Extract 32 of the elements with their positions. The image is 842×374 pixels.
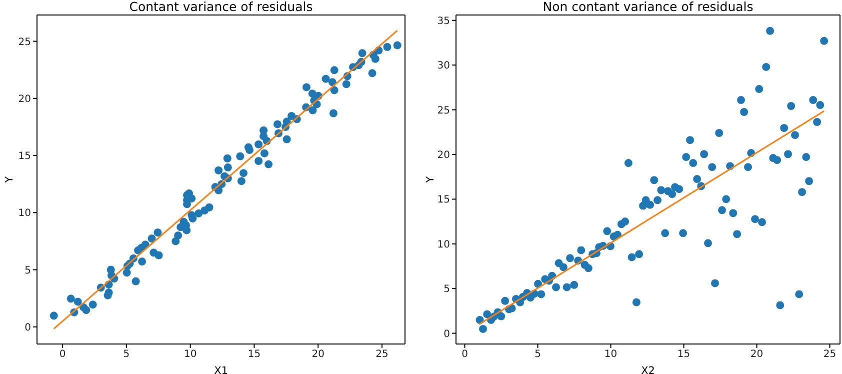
- y-tick-label: 15: [18, 151, 31, 162]
- x-tick-label: 10: [184, 349, 197, 360]
- y-tick-label: 35: [437, 16, 450, 27]
- y-tick-label: 20: [437, 150, 450, 162]
- x-tick-label: 5: [123, 349, 130, 360]
- x-tick-label: 25: [823, 349, 836, 360]
- y-tick-label: 10: [18, 208, 31, 220]
- y-tick-label: 0: [444, 328, 450, 340]
- y-tick-label: 5: [24, 265, 31, 276]
- y-tick-label: 15: [437, 194, 450, 206]
- chart-title: Non contant variance of residuals: [542, 0, 754, 14]
- y-tick-label: 25: [437, 105, 450, 116]
- y-tick-label: 5: [444, 284, 450, 296]
- chart-title: Contant variance of residuals: [128, 0, 314, 14]
- y-tick-label: 10: [437, 239, 450, 250]
- x-tick-label: 20: [312, 349, 324, 360]
- x-tick-label: 15: [248, 349, 261, 360]
- x-tick-label: 0: [59, 349, 66, 360]
- x-tick-label: 0: [462, 349, 468, 360]
- y-axis-title: Y: [4, 176, 16, 184]
- x-tick-label: 25: [376, 349, 388, 360]
- x-tick-label: 10: [604, 349, 618, 360]
- x-tick-label: 20: [750, 349, 764, 360]
- x-tick-label: 15: [677, 349, 690, 360]
- y-tick-label: 0: [24, 322, 31, 334]
- x-axis-title: X1: [214, 365, 228, 374]
- y-tick-label: 25: [18, 36, 31, 48]
- y-axis-title: Y: [424, 176, 437, 184]
- y-tick-label: 30: [437, 60, 450, 72]
- x-axis-title: X2: [641, 365, 655, 374]
- y-tick-label: 20: [18, 94, 31, 105]
- x-tick-label: 5: [534, 349, 541, 360]
